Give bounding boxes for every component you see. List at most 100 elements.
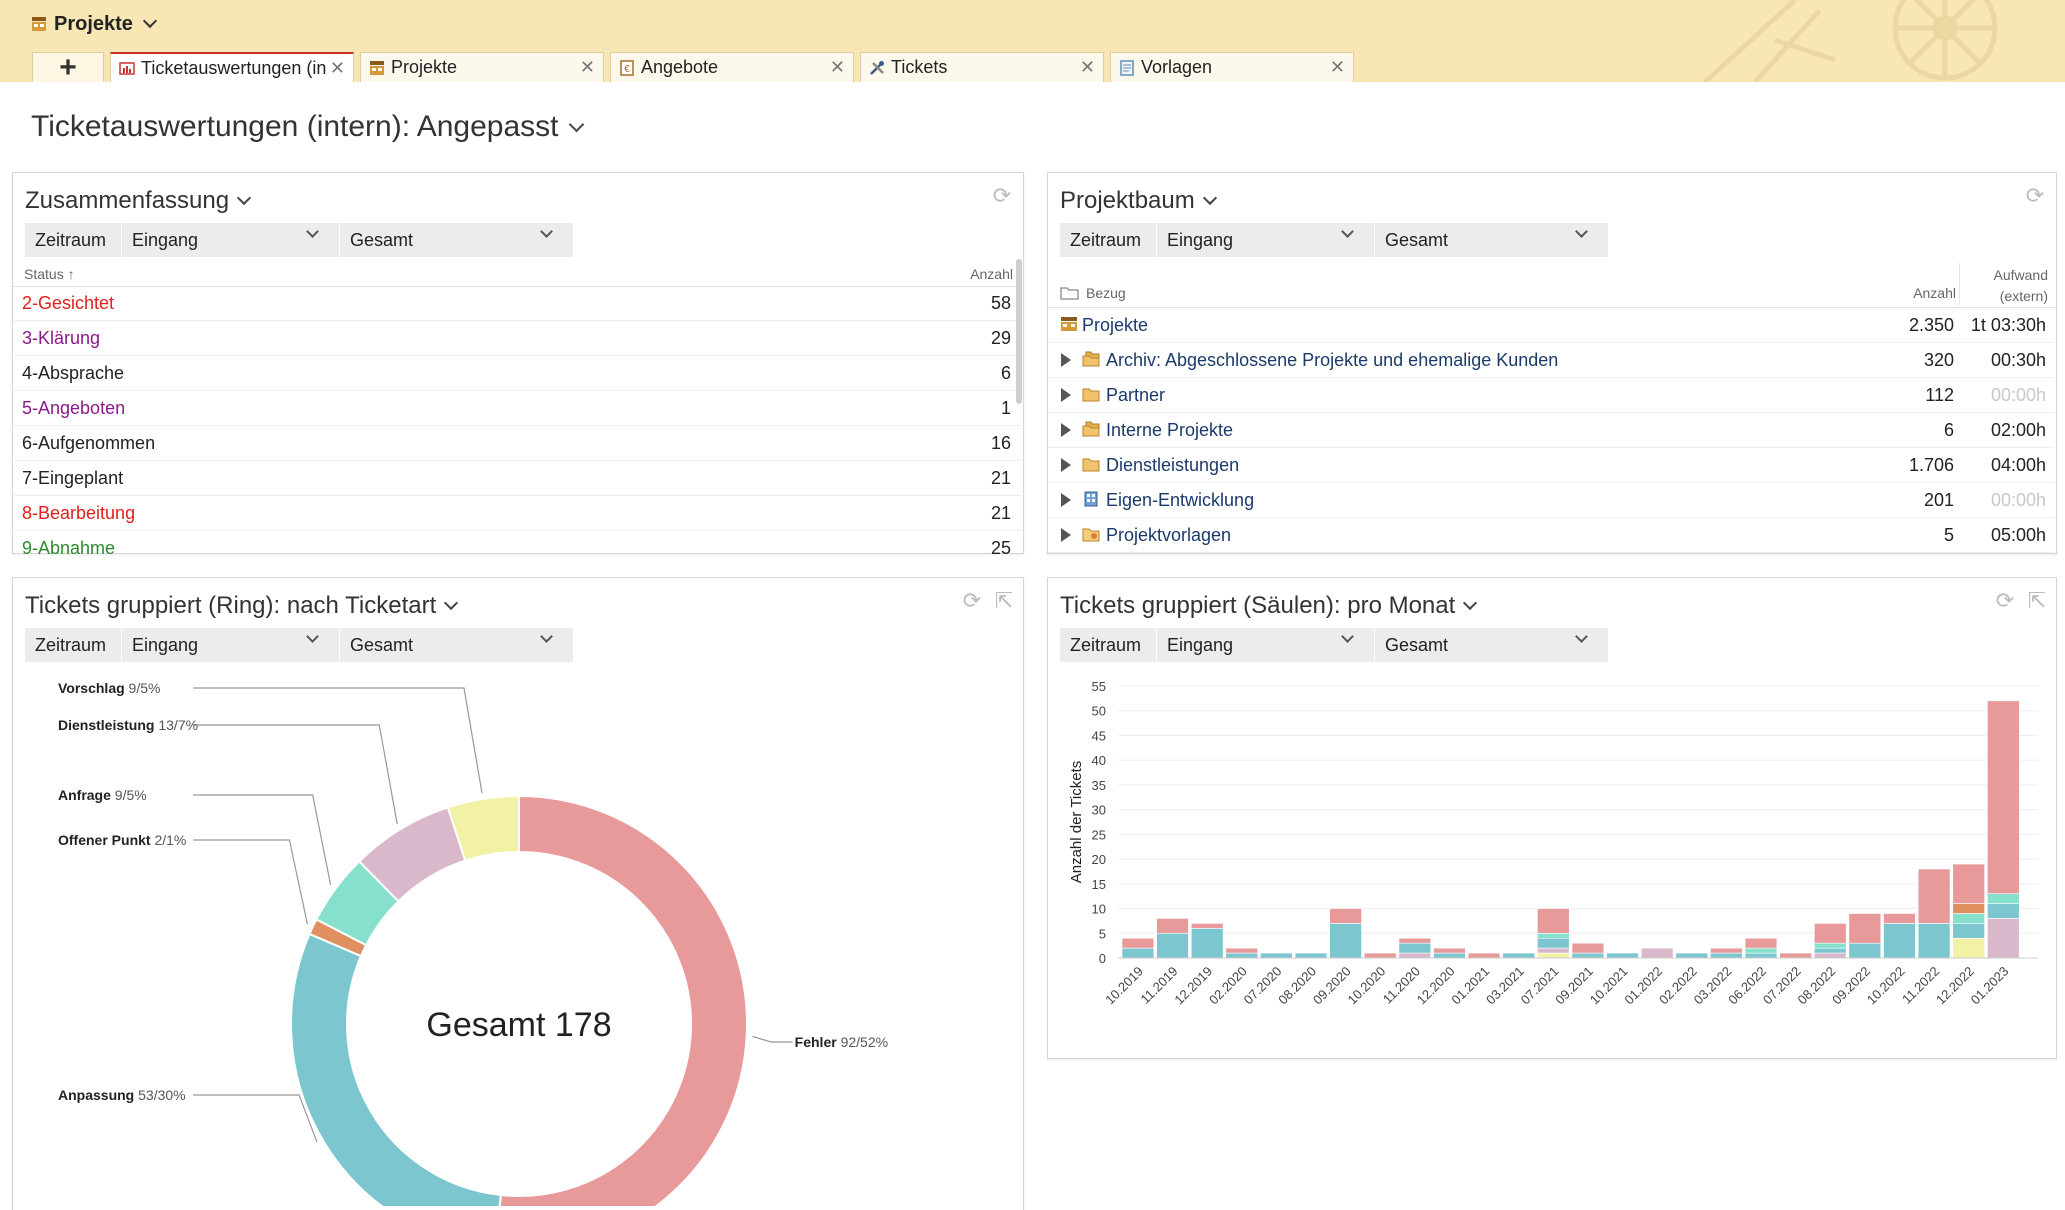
bar-segment[interactable] <box>1571 942 1605 954</box>
bar-segment[interactable] <box>1190 928 1224 959</box>
bar-segment[interactable] <box>1814 947 1847 954</box>
expand-caret-icon[interactable] <box>1061 353 1071 367</box>
bar-segment[interactable] <box>1467 952 1501 959</box>
bar-segment[interactable] <box>1779 952 1812 959</box>
tree-row[interactable]: Dienstleistungen 1.706 04:00h <box>1048 448 2054 483</box>
tree-row[interactable]: Projekte 2.350 1t 03:30h <box>1048 308 2054 343</box>
period-select[interactable]: Eingang <box>121 628 339 662</box>
bar-segment[interactable] <box>1121 947 1155 959</box>
column-header-count[interactable]: Anzahl <box>970 266 1013 282</box>
expand-caret-icon[interactable] <box>1061 458 1071 472</box>
scope-select[interactable]: Gesamt <box>1374 628 1608 662</box>
table-row[interactable]: 4-Absprache 6 <box>13 356 1021 391</box>
app-menu[interactable]: Projekte <box>30 11 158 37</box>
period-select[interactable]: Eingang <box>121 223 339 257</box>
export-icon[interactable]: ⇱ <box>994 588 1014 613</box>
bar-segment[interactable] <box>1537 952 1570 959</box>
tree-node-label[interactable]: Partner <box>1106 385 1166 405</box>
bar-segment[interactable] <box>1987 918 2020 959</box>
column-header-ref[interactable]: Bezug <box>1060 285 1126 301</box>
tree-node-label[interactable]: Dienstleistungen <box>1106 455 1240 475</box>
table-row[interactable]: 7-Eingeplant 21 <box>13 461 1021 496</box>
tab-ticketauswertungen[interactable]: Ticketauswertungen (int ✕ <box>110 52 354 82</box>
bar-segment[interactable] <box>1398 952 1432 959</box>
table-row[interactable]: 5-Angeboten 1 <box>13 391 1021 426</box>
tree-node-label[interactable]: Projekte <box>1082 315 1149 335</box>
bar-segment[interactable] <box>1952 937 1985 959</box>
bar-segment[interactable] <box>1987 700 2020 895</box>
refresh-icon[interactable]: ⟳ <box>1995 588 2015 613</box>
bar-segment[interactable] <box>1329 923 1362 959</box>
expand-caret-icon[interactable] <box>1061 423 1071 437</box>
close-icon[interactable]: ✕ <box>329 57 345 78</box>
bar-segment[interactable] <box>1952 863 1985 904</box>
bar-segment[interactable] <box>1537 908 1570 934</box>
page-title-menu[interactable]: Ticketauswertungen (intern): Angepasst <box>31 110 584 144</box>
bar-segment[interactable] <box>1364 952 1397 959</box>
bar-segment[interactable] <box>1225 947 1258 954</box>
bar-segment[interactable] <box>1121 937 1155 949</box>
column-header-effort[interactable]: Aufwand (extern) <box>1994 265 2048 307</box>
bar-segment[interactable] <box>1329 908 1362 924</box>
scrollbar[interactable] <box>1016 259 1022 404</box>
tree-panel-title[interactable]: Projektbaum <box>1060 187 1217 215</box>
bar-segment[interactable] <box>1744 947 1778 954</box>
bar-segment[interactable] <box>1433 947 1466 954</box>
column-panel-title[interactable]: Tickets gruppiert (Säulen): pro Monat <box>1060 592 1478 620</box>
bar-segment[interactable] <box>1952 913 1985 924</box>
table-row[interactable]: 3-Klärung 29 <box>13 321 1021 356</box>
expand-caret-icon[interactable] <box>1061 388 1071 402</box>
bar-segment[interactable] <box>1952 903 1985 914</box>
bar-segment[interactable] <box>1987 893 2020 904</box>
refresh-icon[interactable]: ⟳ <box>2025 183 2045 208</box>
table-row[interactable]: 8-Bearbeitung 21 <box>13 496 1021 531</box>
bar-segment[interactable] <box>1571 952 1605 959</box>
bar-segment[interactable] <box>1814 942 1847 949</box>
bar-segment[interactable] <box>1398 942 1432 954</box>
tree-node-label[interactable]: Archiv: Abgeschlossene Projekte und ehem… <box>1106 350 1559 370</box>
period-select[interactable]: Eingang <box>1156 628 1374 662</box>
bar-segment[interactable] <box>1710 947 1743 954</box>
bar-segment[interactable] <box>1814 923 1847 944</box>
ring-slice[interactable] <box>290 932 502 1206</box>
tree-row[interactable]: Interne Projekte 6 02:00h <box>1048 413 2054 448</box>
bar-segment[interactable] <box>1917 923 1951 959</box>
bar-segment[interactable] <box>1606 952 1639 959</box>
bar-segment[interactable] <box>1710 952 1743 959</box>
scope-select[interactable]: Gesamt <box>339 223 573 257</box>
close-icon[interactable]: ✕ <box>1329 57 1345 77</box>
close-icon[interactable]: ✕ <box>579 57 595 77</box>
refresh-icon[interactable]: ⟳ <box>992 183 1012 208</box>
tree-row[interactable]: Eigen-Entwicklung 201 00:00h <box>1048 483 2054 518</box>
tree-row[interactable]: Archiv: Abgeschlossene Projekte und ehem… <box>1048 343 2054 378</box>
export-icon[interactable]: ⇱ <box>2027 588 2047 613</box>
bar-segment[interactable] <box>1225 952 1258 959</box>
close-icon[interactable]: ✕ <box>1079 57 1095 77</box>
close-icon[interactable]: ✕ <box>829 57 845 77</box>
ring-panel-title[interactable]: Tickets gruppiert (Ring): nach Ticketart <box>25 592 459 620</box>
bar-segment[interactable] <box>1883 923 1916 959</box>
bar-segment[interactable] <box>1744 937 1778 949</box>
bar-segment[interactable] <box>1883 913 1916 924</box>
bar-segment[interactable] <box>1640 947 1674 959</box>
tab-vorlagen[interactable]: Vorlagen ✕ <box>1110 52 1354 82</box>
tree-node-label[interactable]: Eigen-Entwicklung <box>1106 490 1255 510</box>
tree-node-label[interactable]: Projektvorlagen <box>1106 525 1232 545</box>
bar-segment[interactable] <box>1433 952 1466 959</box>
bar-segment[interactable] <box>1537 937 1570 949</box>
summary-panel-title[interactable]: Zusammenfassung <box>25 187 252 215</box>
add-tab-button[interactable]: + <box>32 52 104 82</box>
bar-segment[interactable] <box>1952 923 1985 939</box>
tab-tickets[interactable]: Tickets ✕ <box>860 52 1104 82</box>
bar-segment[interactable] <box>1260 952 1293 959</box>
bar-segment[interactable] <box>1294 952 1328 959</box>
scope-select[interactable]: Gesamt <box>1374 223 1608 257</box>
tab-projekte[interactable]: Projekte ✕ <box>360 52 604 82</box>
bar-segment[interactable] <box>1848 913 1882 944</box>
ring-slice[interactable] <box>495 794 748 1206</box>
bar-segment[interactable] <box>1537 947 1570 954</box>
table-row[interactable]: 6-Aufgenommen 16 <box>13 426 1021 461</box>
bar-segment[interactable] <box>1398 937 1432 944</box>
bar-segment[interactable] <box>1848 942 1882 959</box>
scope-select[interactable]: Gesamt <box>339 628 573 662</box>
